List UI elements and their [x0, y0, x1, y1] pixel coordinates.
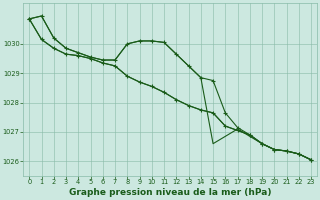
X-axis label: Graphe pression niveau de la mer (hPa): Graphe pression niveau de la mer (hPa): [69, 188, 271, 197]
